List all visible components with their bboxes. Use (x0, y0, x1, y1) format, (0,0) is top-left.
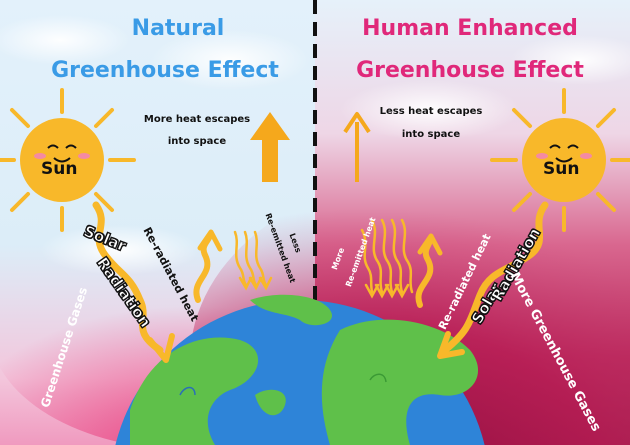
right-sun-label: Sun (543, 159, 580, 179)
right-escape-line1: Less heat escapes (379, 106, 483, 117)
escape-arrow-left-icon (250, 112, 290, 182)
right-title-line2: Greenhouse Effect (356, 58, 584, 83)
right-escape-line2: into space (401, 129, 461, 140)
left-title-line1: Natural (131, 16, 225, 41)
right-title-line1: Human Enhanced (362, 16, 578, 41)
solar-radiation-arrow-left-icon (92, 201, 164, 354)
left-sun-label: Sun (41, 159, 78, 179)
reemitted-arrows-right-icon (360, 218, 414, 299)
reemitted-arrows-left-icon (233, 230, 273, 291)
reradiated-arrow-right-icon (415, 237, 434, 308)
left-escape-line2: into space (167, 136, 227, 147)
left-title-line2: Greenhouse Effect (51, 58, 279, 83)
left-escape-line1: More heat escapes (143, 114, 251, 125)
sun-right-icon (490, 88, 630, 232)
solar-radiation-arrow-right-icon (441, 201, 549, 354)
escape-arrow-right-icon (343, 112, 371, 182)
sun-left-icon (0, 88, 136, 232)
